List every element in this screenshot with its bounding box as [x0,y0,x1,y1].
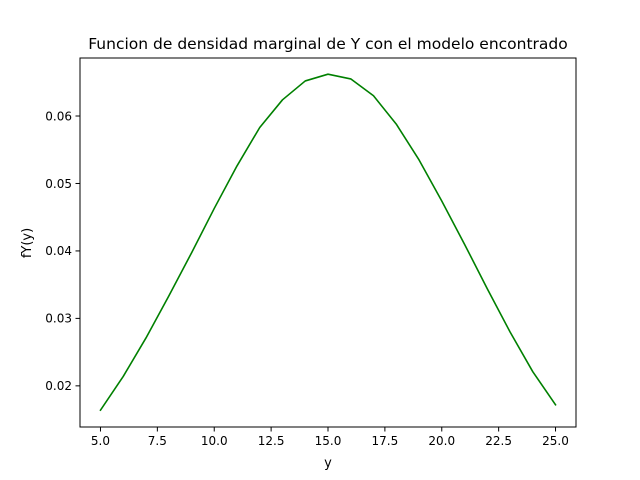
y-axis-label: fY(y) [20,228,35,258]
x-tick-label: 7.5 [148,434,167,448]
y-tick-label: 0.03 [45,312,72,326]
x-tick-label: 22.5 [485,434,512,448]
x-tick-label: 15.0 [315,434,342,448]
x-tick-label: 17.5 [372,434,399,448]
y-tick-label: 0.06 [45,109,72,123]
x-tick-label: 10.0 [201,434,228,448]
y-tick-label: 0.04 [45,244,72,258]
series-line-0 [99,73,557,412]
x-tick-label: 25.0 [542,434,569,448]
y-tick-label: 0.05 [45,177,72,191]
chart-title: Funcion de densidad marginal de Y con el… [88,35,568,53]
x-tick-label: 12.5 [258,434,285,448]
x-tick-label: 20.0 [428,434,455,448]
x-tick-label: 5.0 [91,434,110,448]
y-tick-label: 0.02 [45,379,72,393]
x-axis-label: y [324,456,332,471]
plot-area: 5.0 7.5 10.0 12.5 15.0 17.5 20.0 22.5 25.0 0.02 0.… [45,57,577,448]
